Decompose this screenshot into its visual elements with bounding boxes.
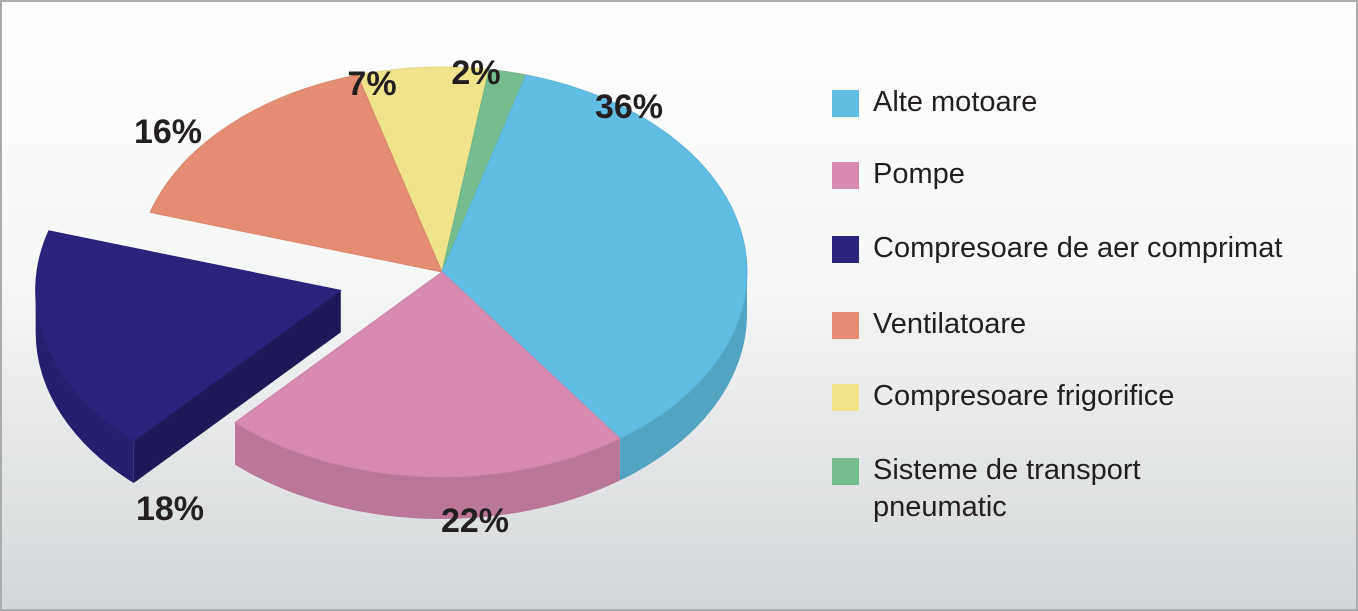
pie-slice-wall — [35, 290, 134, 484]
pie-slice-top — [35, 230, 342, 442]
legend-swatch — [832, 384, 859, 411]
legend-item: Sisteme de transport pneumatic — [832, 452, 1141, 526]
slice-value-label: 18% — [136, 490, 204, 528]
pie-slice-alte-motoare — [441, 74, 748, 481]
legend-label: Alte motoare — [873, 86, 1038, 118]
pie-slice-compresoare-frigorifice — [356, 66, 490, 274]
pie-slice-wall — [619, 272, 747, 481]
legend-swatch — [832, 90, 859, 117]
pie-slice-pompe — [234, 271, 621, 519]
slice-value-label: 2% — [451, 54, 500, 92]
legend-item: Pompe — [832, 156, 965, 193]
pie-slice-top — [149, 74, 443, 273]
slice-value-label: 22% — [441, 502, 509, 540]
legend-label: Sisteme de transport pneumatic — [873, 454, 1141, 523]
pie-slice-cut — [133, 290, 341, 484]
pie-slice-compresoare-de-aer-comprimat — [35, 230, 342, 484]
legend-label: Ventilatoare — [873, 308, 1027, 340]
slice-value-label: 7% — [347, 65, 396, 103]
legend-item: Alte motoare — [832, 84, 1037, 121]
slice-value-label: 36% — [595, 88, 663, 126]
legend-swatch — [832, 162, 859, 189]
legend-label: Compresoare de aer comprimat — [873, 232, 1283, 264]
legend-swatch — [832, 458, 859, 485]
legend-label: Pompe — [873, 158, 965, 190]
slice-value-label: 16% — [134, 113, 202, 151]
pie-slice-top — [234, 271, 621, 478]
legend-swatch — [832, 312, 859, 339]
legend-item: Compresoare de aer comprimat — [832, 230, 1282, 267]
legend-swatch — [832, 236, 859, 263]
legend-item: Ventilatoare — [832, 306, 1026, 343]
pie-slice-ventilatoare — [149, 74, 443, 273]
pie-slice-top — [356, 66, 490, 274]
legend-item: Compresoare frigorifice — [832, 378, 1174, 415]
pie-slice-wall — [235, 422, 620, 519]
legend-label: Compresoare frigorifice — [873, 380, 1175, 412]
pie-slice-top — [441, 74, 748, 440]
